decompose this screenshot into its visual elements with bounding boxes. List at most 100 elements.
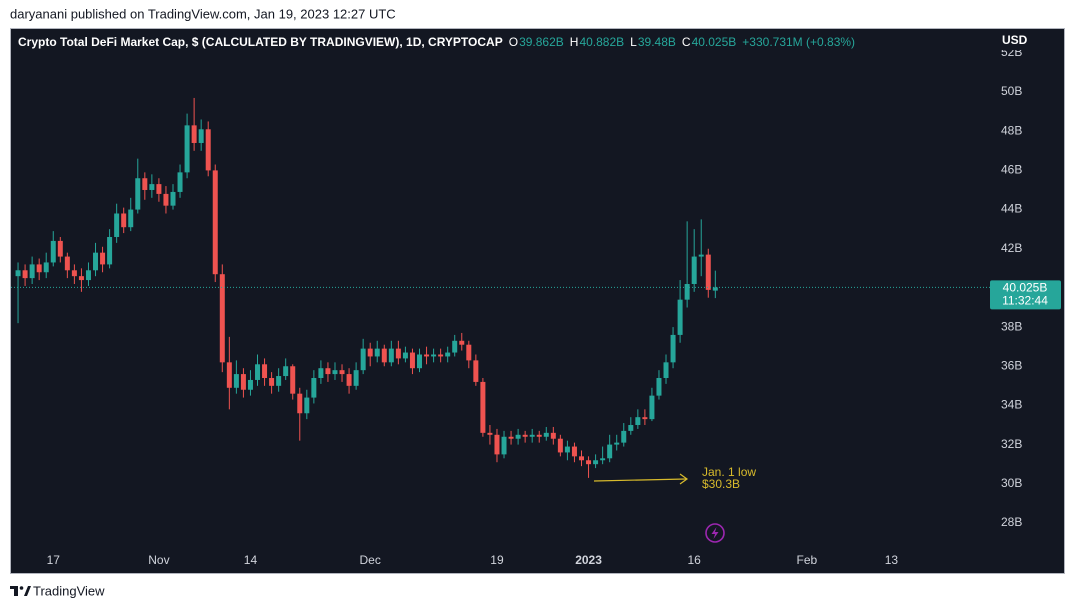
candle-body (459, 340, 465, 345)
candle-body (670, 334, 676, 363)
candle-body (431, 354, 437, 357)
ohlc-key: L (630, 35, 637, 49)
candle-body (247, 379, 253, 390)
candle-body (550, 432, 556, 439)
ohlc-value: 39.862B (519, 35, 564, 49)
symbol-title: Crypto Total DeFi Market Cap, $ (CALCULA… (18, 35, 503, 49)
y-tick-label: 36B (1001, 358, 1022, 372)
last-price-label: 40.025B (1003, 281, 1048, 295)
candle-body (85, 270, 91, 281)
candle-body (135, 178, 141, 210)
x-tick-label: Feb (797, 553, 818, 567)
candle-body (593, 460, 599, 465)
candle-body (325, 368, 331, 375)
candle-body (114, 213, 120, 237)
candle-body (15, 270, 21, 277)
ohlc-value: 39.48B (638, 35, 676, 49)
candle-body (445, 352, 451, 357)
y-tick-label: 28B (1001, 515, 1022, 529)
y-tick-label: 34B (1001, 398, 1022, 412)
x-tick-label: 13 (885, 553, 899, 567)
y-tick-label: 50B (1001, 84, 1022, 98)
candle-body (93, 252, 99, 271)
candle-body (43, 262, 49, 273)
candle-body (452, 340, 458, 353)
candle-body (339, 370, 345, 375)
candle-body (543, 432, 549, 437)
candle-body (57, 240, 63, 257)
candle-body (417, 354, 423, 369)
candle-body (198, 129, 204, 143)
candle-body (304, 397, 310, 414)
candle-body (170, 191, 176, 206)
candle-body (276, 376, 282, 386)
candle-body (677, 299, 683, 335)
y-tick-label: 46B (1001, 163, 1022, 177)
candle-body (29, 264, 35, 279)
candle-body (557, 438, 563, 453)
candle-body (367, 348, 373, 357)
candle-body (240, 374, 246, 390)
x-tick-label: 16 (688, 553, 702, 567)
footer-logo (10, 586, 31, 596)
candle-body (409, 352, 415, 369)
candle-body (607, 444, 613, 459)
candle-body (311, 378, 317, 398)
candle-body (494, 434, 500, 455)
candle-body (290, 366, 296, 394)
candle-body (522, 434, 528, 437)
candle-body (628, 425, 634, 431)
candle-body (691, 256, 697, 284)
candle-body (578, 456, 584, 461)
candle-body (71, 270, 77, 277)
ohlc-key: H (570, 35, 579, 49)
candle-body (438, 354, 444, 357)
ohlc-value: 40.025B (692, 35, 737, 49)
candle-body (656, 378, 662, 396)
candle-body (536, 434, 542, 437)
candle-body (177, 172, 183, 192)
candle-body (346, 374, 352, 386)
candle-body (381, 348, 387, 363)
candle-body (353, 370, 359, 386)
candle-body (156, 184, 162, 194)
x-tick-label: 14 (244, 553, 258, 567)
candle-body (600, 458, 606, 461)
y-tick-label: 38B (1001, 319, 1022, 333)
x-tick-label: Dec (360, 553, 381, 567)
candle-body (360, 348, 366, 371)
annotation-text: $30.3B (702, 477, 740, 491)
candle-body (614, 442, 620, 445)
candle-body (586, 460, 592, 465)
candle-body (684, 283, 690, 300)
candle-body (508, 436, 514, 439)
candle-body (712, 287, 718, 291)
candle-body (149, 184, 155, 190)
candle-body (297, 393, 303, 414)
currency-bg (992, 30, 1062, 50)
candle-body (163, 193, 169, 206)
candle-body (50, 240, 56, 263)
candle-body (255, 364, 261, 380)
candle-body (233, 374, 239, 388)
candle-body (36, 264, 42, 273)
candle-body (402, 352, 408, 359)
currency-label: USD (1002, 33, 1028, 47)
annotation-arrow (593, 478, 687, 482)
candle-body (332, 370, 338, 375)
candle-body (22, 270, 28, 279)
candle-body (374, 348, 380, 357)
candle-body (226, 362, 232, 388)
candle-body (529, 434, 535, 437)
change: +330.731M (+0.83%) (742, 35, 855, 49)
candle-body (121, 213, 127, 228)
countdown: 11:32:44 (1002, 294, 1048, 308)
candle-body (78, 276, 84, 281)
ohlc-value: 40.882B (579, 35, 624, 49)
candle-body (621, 430, 627, 443)
footer-brand: TradingView (33, 583, 105, 598)
candle-body (642, 417, 648, 420)
y-tick-label: 32B (1001, 437, 1022, 451)
candle-body (184, 125, 190, 173)
annotation-text: Jan. 1 low (702, 465, 756, 479)
